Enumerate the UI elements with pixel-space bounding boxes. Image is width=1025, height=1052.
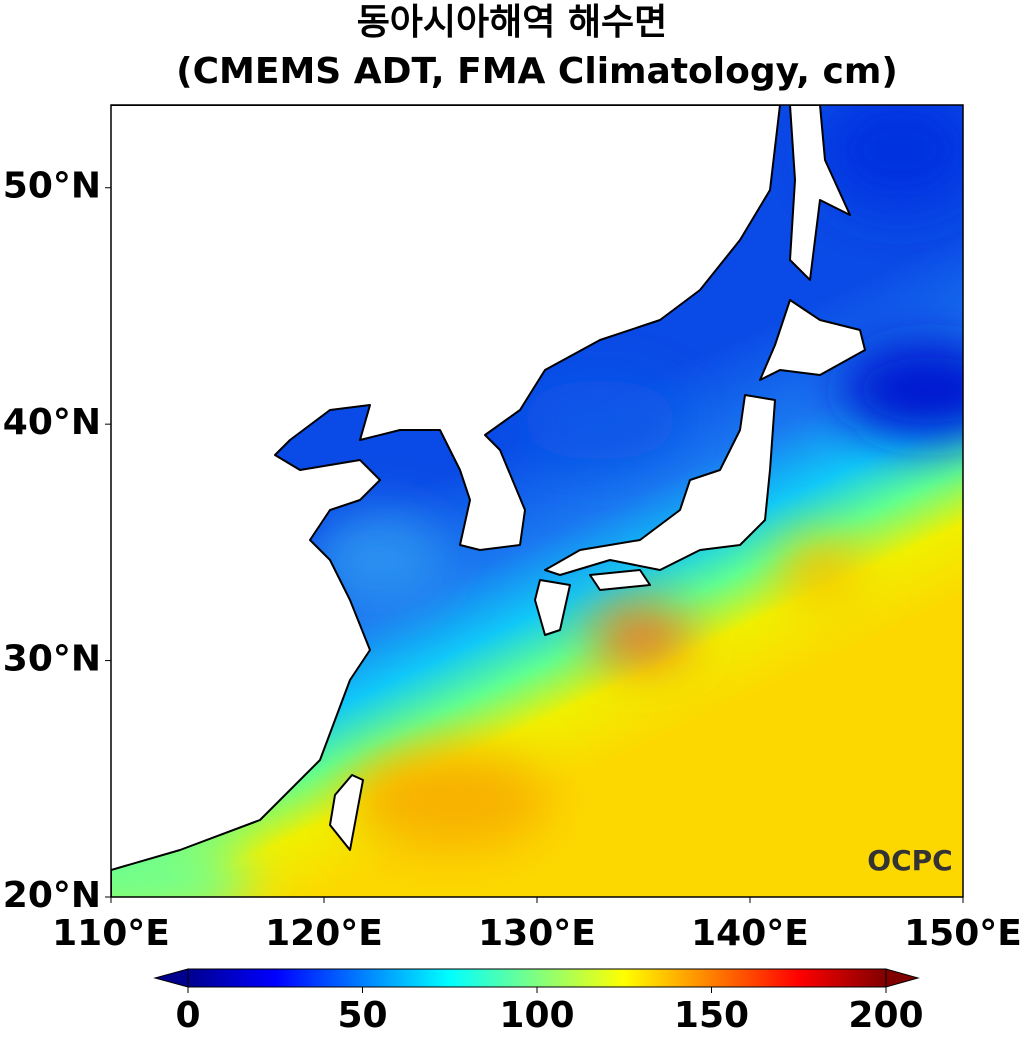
x-tick-label: 130°E — [478, 913, 596, 954]
y-tick-label: 40°N — [3, 402, 101, 443]
colorbar-tick-label: 200 — [848, 995, 923, 1036]
y-tick-label: 30°N — [3, 639, 101, 680]
subtitle: (CMEMS ADT, FMA Climatology, cm) — [176, 51, 898, 92]
colorbar-tick-label: 100 — [499, 995, 574, 1036]
colorbar-extend-high — [885, 968, 920, 988]
title: 동아시아해역 해수면 — [357, 2, 668, 43]
x-tick-label: 110°E — [52, 913, 170, 954]
x-tick-label: 120°E — [265, 913, 383, 954]
y-tick-label: 20°N — [3, 875, 101, 916]
colorbar-tick-label: 0 — [175, 995, 200, 1036]
logo: OCPC — [867, 844, 952, 877]
colorbar — [187, 968, 887, 988]
colorbar-tick-label: 150 — [674, 995, 749, 1036]
x-tick-label: 140°E — [691, 913, 809, 954]
y-tick-label: 50°N — [3, 166, 101, 207]
map-field — [111, 105, 963, 897]
colorbar-tick-label: 50 — [337, 995, 387, 1036]
x-tick-label: 150°E — [904, 913, 1022, 954]
colorbar-extend-low — [153, 968, 189, 988]
